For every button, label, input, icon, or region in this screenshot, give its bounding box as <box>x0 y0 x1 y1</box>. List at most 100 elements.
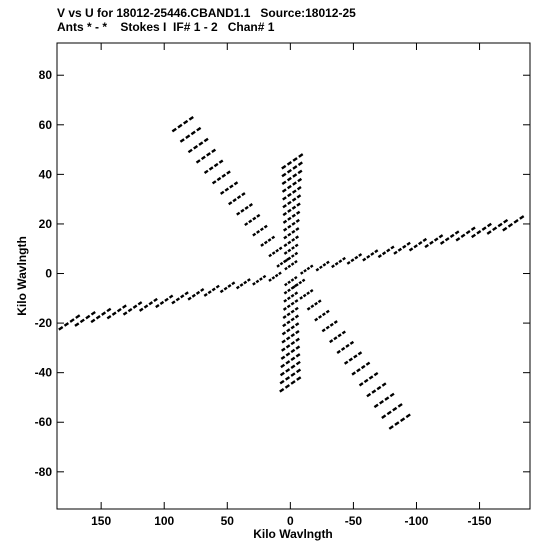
uv-point <box>439 240 445 245</box>
uv-point <box>252 216 257 221</box>
uv-point <box>296 186 302 191</box>
uv-point <box>143 304 149 309</box>
uv-point <box>381 382 387 387</box>
uv-point <box>354 255 359 260</box>
uv-point <box>365 361 371 366</box>
uv-point <box>389 392 395 398</box>
uv-point <box>285 352 291 357</box>
uv-point <box>295 368 302 374</box>
x-tick-label: -100 <box>404 514 428 528</box>
uv-point <box>215 284 220 289</box>
uv-point <box>171 300 176 305</box>
uv-point <box>406 241 411 246</box>
uv-point <box>290 325 295 330</box>
uv-point <box>476 230 482 235</box>
uv-point <box>386 410 392 416</box>
uv-point <box>187 296 192 301</box>
uv-point <box>282 219 288 224</box>
y-tick-label: 40 <box>39 167 53 181</box>
uv-point <box>397 247 403 252</box>
uv-point <box>291 189 297 194</box>
uv-point <box>286 168 292 174</box>
uv-point <box>274 273 279 278</box>
uv-point <box>122 304 127 309</box>
uv-point <box>271 251 276 255</box>
uv-point <box>155 304 160 309</box>
uv-point <box>290 262 295 266</box>
uv-point <box>353 354 358 359</box>
uv-point <box>295 329 300 335</box>
uv-point <box>278 271 282 276</box>
uv-point <box>239 283 244 287</box>
uv-point <box>315 267 320 272</box>
uv-point <box>481 226 487 231</box>
uv-point <box>290 278 295 282</box>
uv-point <box>384 396 390 401</box>
uv-point <box>486 222 492 228</box>
uv-point <box>284 266 288 271</box>
uv-point <box>281 164 287 170</box>
uv-point <box>325 325 330 330</box>
uv-point <box>196 126 202 132</box>
y-tick-label: 0 <box>45 267 52 281</box>
uv-point <box>341 330 346 335</box>
uv-point <box>203 293 208 297</box>
uv-point <box>216 176 222 182</box>
uv-point <box>282 307 287 311</box>
uv-point <box>338 259 343 264</box>
uv-point <box>449 233 455 239</box>
uv-point <box>280 363 286 369</box>
uv-point <box>422 237 428 243</box>
uv-point <box>298 280 303 285</box>
uv-point <box>390 245 395 250</box>
uv-point <box>79 318 85 324</box>
uv-point <box>286 296 291 301</box>
uv-point <box>376 385 382 391</box>
uv-point <box>279 261 284 266</box>
uv-point <box>294 314 300 319</box>
uv-point <box>333 336 338 341</box>
x-tick-label: 0 <box>287 514 294 528</box>
uv-point <box>221 173 227 178</box>
y-tick-label: -40 <box>35 366 53 380</box>
uv-point <box>486 230 492 235</box>
uv-point <box>206 152 211 157</box>
uv-point <box>295 210 301 215</box>
uv-point <box>287 224 292 229</box>
uv-point <box>297 177 303 183</box>
uv-point <box>291 213 296 218</box>
uv-point <box>203 137 209 143</box>
uv-point <box>281 331 287 336</box>
uv-point <box>207 290 212 295</box>
uv-point <box>290 293 295 298</box>
uv-point <box>262 274 267 279</box>
uv-point <box>291 229 296 234</box>
uv-point <box>256 213 261 218</box>
uv-point <box>179 138 185 143</box>
uv-point <box>296 202 301 207</box>
uv-point <box>290 356 296 362</box>
uv-point <box>502 226 508 232</box>
uv-point <box>470 226 476 231</box>
uv-point <box>349 340 355 345</box>
chart-subtitle: Ants * - * Stokes I IF# 1 - 2 Chan# 1 <box>57 20 275 34</box>
uv-point <box>282 196 287 201</box>
uv-point <box>297 161 303 166</box>
uv-point <box>397 403 403 408</box>
uv-point <box>282 323 287 328</box>
uv-point <box>345 343 350 348</box>
uv-point <box>116 307 122 313</box>
uv-point <box>292 173 298 178</box>
uv-point <box>371 389 377 394</box>
uv-point <box>291 221 296 226</box>
uv-point <box>227 284 232 288</box>
uv-point <box>507 222 514 228</box>
uv-point <box>290 317 295 322</box>
uv-point <box>287 288 291 293</box>
axis-ticks: 150 100 50 0 -50 -100 -150 -80 -60 -40 -20 0 20 40 60 8… <box>35 43 530 528</box>
uv-point <box>294 299 299 303</box>
uv-point <box>351 371 356 376</box>
uv-point <box>290 364 296 369</box>
uv-point <box>366 254 371 259</box>
